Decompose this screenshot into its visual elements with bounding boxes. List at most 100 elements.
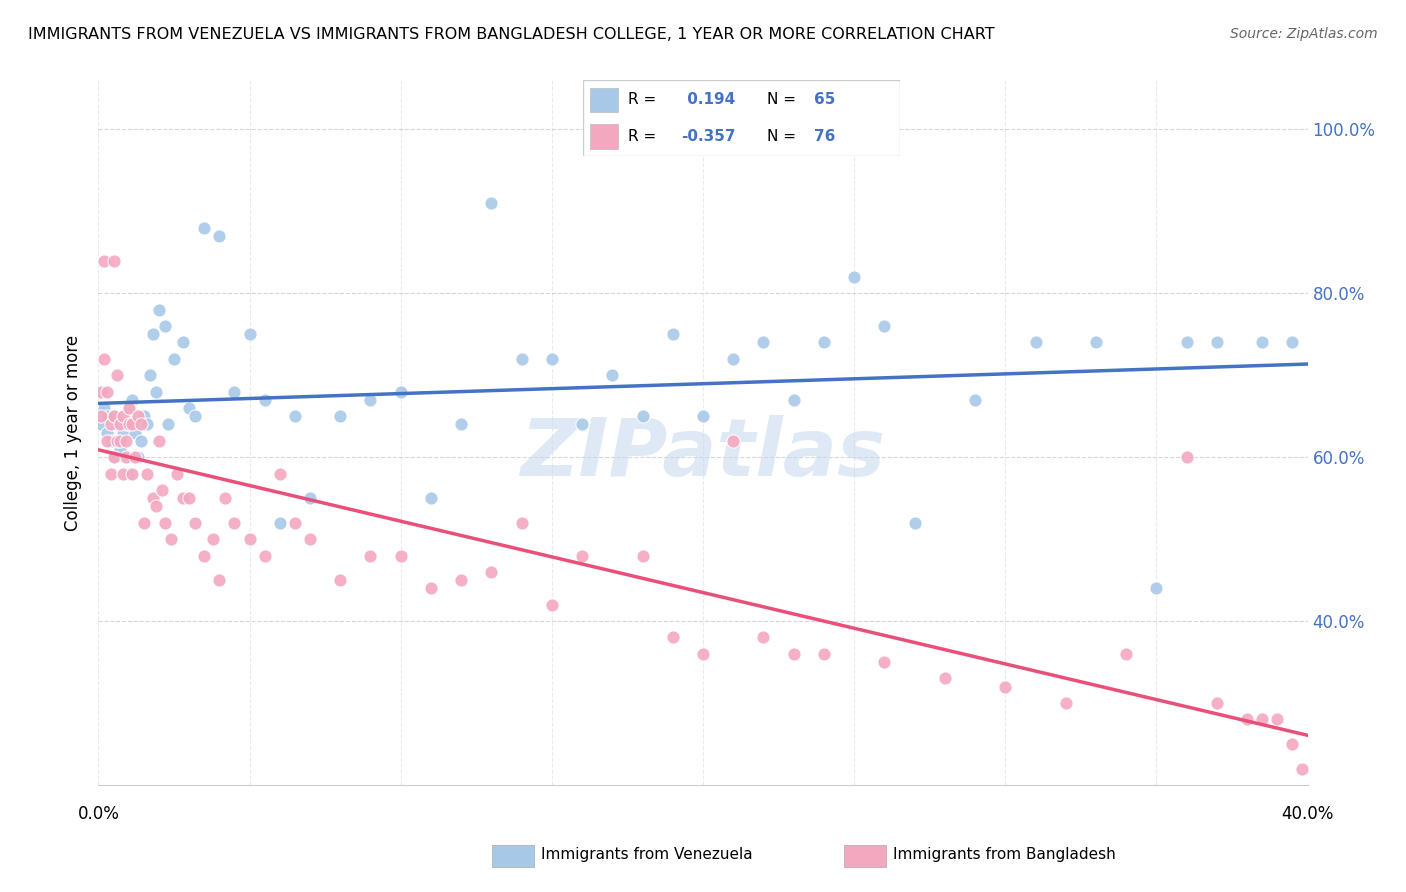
Point: [450, 417, 472, 432]
Point: [224, 516, 246, 530]
Point: [179, 491, 201, 505]
Point: [631, 549, 654, 563]
Point: [1115, 647, 1137, 661]
Point: [121, 417, 143, 432]
Point: [284, 516, 307, 530]
Y-axis label: College, 1 year or more: College, 1 year or more: [65, 334, 83, 531]
Point: [153, 516, 176, 530]
Point: [783, 647, 806, 661]
Point: [934, 672, 956, 686]
Point: [224, 384, 246, 399]
Point: [153, 319, 176, 334]
Point: [1054, 696, 1077, 710]
Point: [193, 220, 215, 235]
Point: [239, 327, 262, 342]
Text: N =: N =: [768, 93, 796, 108]
Point: [299, 532, 322, 546]
Point: [103, 409, 125, 424]
Point: [1251, 335, 1274, 350]
Point: [208, 573, 231, 587]
Point: [103, 450, 125, 465]
Point: [93, 351, 115, 366]
Point: [420, 582, 443, 596]
Point: [121, 392, 143, 407]
Point: [184, 516, 207, 530]
Point: [873, 319, 896, 334]
Point: [90, 384, 112, 399]
Point: [540, 598, 562, 612]
Point: [1291, 762, 1313, 776]
Point: [118, 417, 141, 432]
Point: [172, 491, 194, 505]
Text: 65: 65: [814, 93, 835, 108]
Point: [783, 392, 806, 407]
Point: [269, 516, 291, 530]
Text: IMMIGRANTS FROM VENEZUELA VS IMMIGRANTS FROM BANGLADESH COLLEGE, 1 YEAR OR MORE : IMMIGRANTS FROM VENEZUELA VS IMMIGRANTS …: [28, 27, 995, 42]
Point: [129, 417, 152, 432]
Point: [160, 532, 183, 546]
Point: [540, 351, 562, 366]
Point: [127, 409, 149, 424]
Point: [105, 417, 128, 432]
Point: [813, 335, 835, 350]
Point: [163, 351, 186, 366]
Point: [420, 491, 443, 505]
Point: [118, 401, 141, 415]
Point: [142, 327, 165, 342]
Point: [166, 467, 188, 481]
Point: [124, 425, 146, 440]
Bar: [591, 124, 619, 149]
Point: [723, 434, 745, 448]
Point: [105, 368, 128, 383]
Point: [1175, 450, 1198, 465]
Text: ZIPatlas: ZIPatlas: [520, 415, 886, 492]
Point: [692, 647, 714, 661]
Point: [360, 392, 382, 407]
Point: [571, 549, 593, 563]
Point: [813, 647, 835, 661]
Point: [150, 483, 173, 497]
Point: [360, 549, 382, 563]
Point: [450, 573, 472, 587]
Point: [96, 425, 118, 440]
Point: [389, 549, 412, 563]
Bar: [591, 88, 619, 112]
Point: [214, 491, 236, 505]
Point: [93, 253, 115, 268]
Text: Source: ZipAtlas.com: Source: ZipAtlas.com: [1230, 27, 1378, 41]
Point: [239, 532, 262, 546]
Text: 0.0%: 0.0%: [77, 805, 120, 823]
Point: [145, 500, 167, 514]
Point: [132, 516, 155, 530]
Point: [100, 417, 122, 432]
Point: [156, 417, 179, 432]
Point: [631, 409, 654, 424]
Point: [118, 467, 141, 481]
Point: [103, 409, 125, 424]
Point: [114, 434, 136, 448]
Point: [103, 450, 125, 465]
Point: [132, 409, 155, 424]
Point: [481, 196, 503, 211]
Text: 0.194: 0.194: [682, 93, 735, 108]
Point: [571, 417, 593, 432]
Point: [111, 467, 134, 481]
Point: [108, 417, 131, 432]
Point: [135, 417, 157, 432]
Point: [1024, 335, 1046, 350]
Point: [100, 467, 122, 481]
Point: [139, 368, 162, 383]
Point: [100, 434, 122, 448]
Point: [1206, 696, 1229, 710]
Text: Immigrants from Venezuela: Immigrants from Venezuela: [541, 847, 754, 862]
Point: [299, 491, 322, 505]
Point: [129, 434, 152, 448]
Point: [602, 368, 624, 383]
Point: [96, 434, 118, 448]
Point: [93, 401, 115, 415]
Point: [269, 467, 291, 481]
Point: [184, 409, 207, 424]
Text: R =: R =: [627, 128, 657, 144]
Point: [105, 434, 128, 448]
Point: [253, 549, 276, 563]
